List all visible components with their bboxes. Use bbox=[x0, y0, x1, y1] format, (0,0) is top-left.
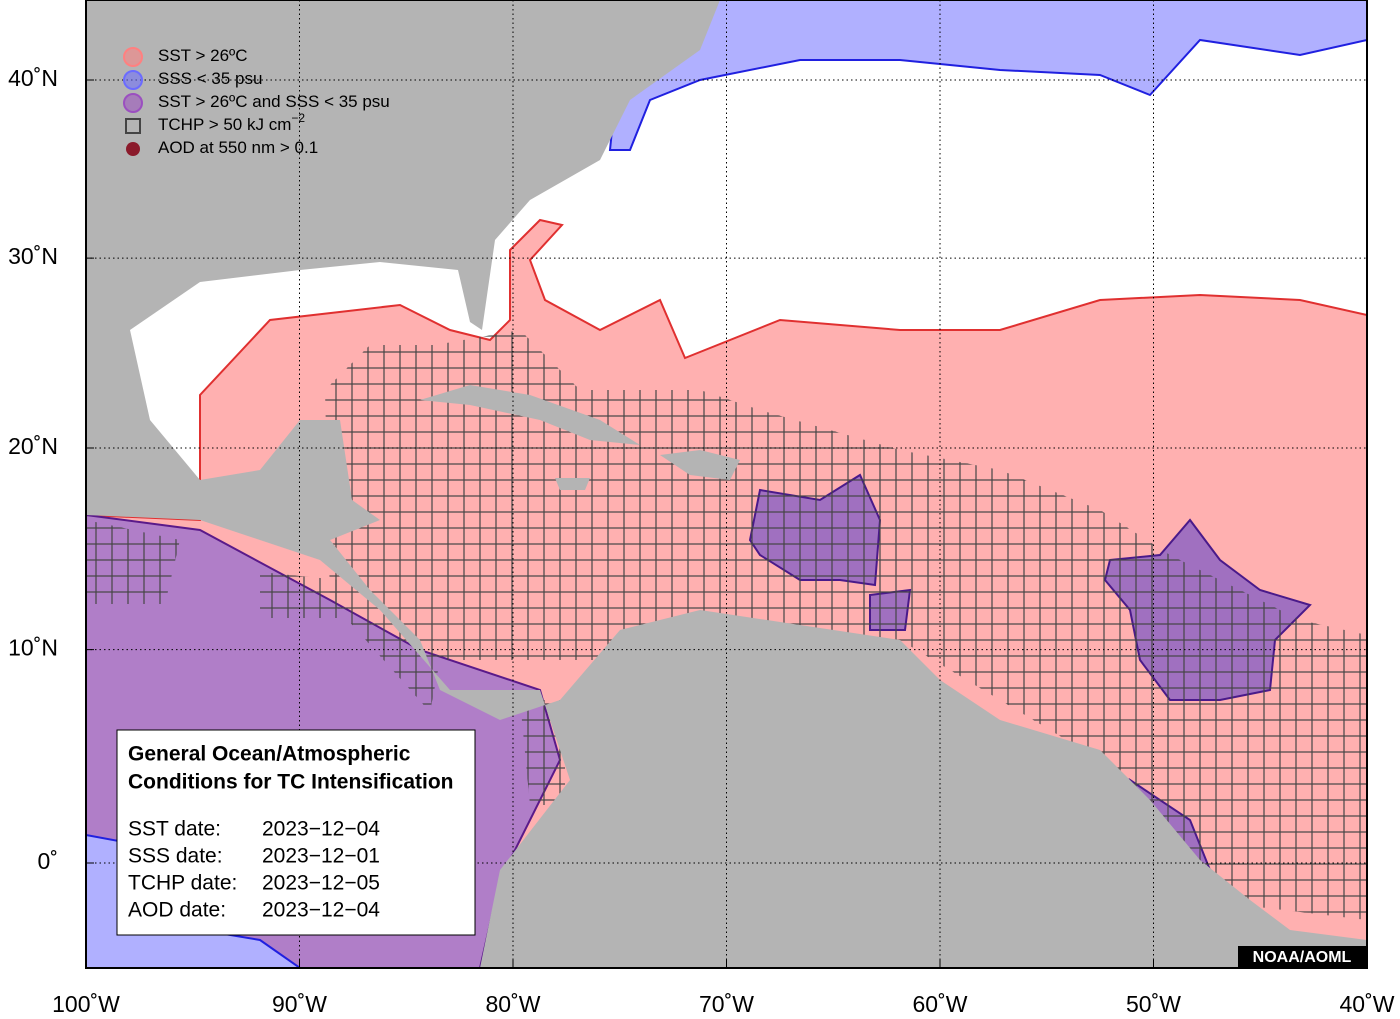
legend-symbol bbox=[126, 142, 140, 156]
legend-label: AOD at 550 nm > 0.1 bbox=[158, 138, 318, 157]
axis-ticks: 100˚W 90˚W 80˚W 70˚W 60˚W 50˚W 40˚W 0˚ 10˚N 20˚N 3… bbox=[8, 65, 1395, 1017]
x-tick-label: 50˚W bbox=[1126, 991, 1181, 1017]
sss-region bbox=[608, 0, 1367, 151]
island bbox=[420, 385, 640, 445]
info-box: General Ocean/Atmospheric Conditions for… bbox=[116, 729, 476, 936]
legend-text: SST > 26ºC and SSS < 35 psu bbox=[158, 92, 390, 111]
legend-symbol bbox=[123, 70, 143, 90]
info-title: Conditions for TC Intensification bbox=[128, 771, 453, 794]
legend-superscript: −2 bbox=[291, 111, 305, 125]
y-tick-label: 30˚N bbox=[8, 243, 58, 269]
x-tick-label: 80˚W bbox=[486, 991, 541, 1017]
island bbox=[555, 478, 590, 490]
legend-label: TCHP > 50 kJ cm−2 bbox=[158, 111, 305, 134]
date-value: 2023−12−05 bbox=[262, 872, 380, 895]
legend-text: TCHP > 50 kJ cm bbox=[158, 115, 291, 134]
legend-symbol bbox=[125, 118, 141, 134]
x-tick-label: 70˚W bbox=[699, 991, 754, 1017]
y-tick-label: 40˚N bbox=[8, 65, 58, 91]
legend-text: SST > 26ºC bbox=[158, 46, 248, 65]
date-label: SSS date: bbox=[128, 845, 223, 868]
legend: SST > 26ºC SSS < 35 psu SST > 26ºC and SSS… bbox=[123, 46, 390, 157]
legend-label: SST > 26ºC and SSS < 35 psu bbox=[158, 92, 390, 111]
x-tick-label: 90˚W bbox=[272, 991, 327, 1017]
legend-symbol bbox=[123, 93, 143, 113]
y-tick-label: 20˚N bbox=[8, 433, 58, 459]
tchp-region bbox=[86, 520, 565, 805]
tchp-region bbox=[325, 330, 1367, 920]
legend-symbol bbox=[123, 47, 143, 67]
y-tick-label: 0˚ bbox=[38, 848, 58, 874]
x-tick-label: 40˚W bbox=[1340, 991, 1395, 1017]
credit-box bbox=[1238, 946, 1367, 968]
legend-text: AOD at 550 nm > 0.1 bbox=[158, 138, 318, 157]
date-label: TCHP date: bbox=[128, 872, 237, 895]
date-label: SST date: bbox=[128, 818, 221, 841]
info-box-bg bbox=[116, 729, 476, 936]
land bbox=[86, 0, 1367, 968]
island bbox=[660, 450, 740, 480]
x-tick-label: 60˚W bbox=[913, 991, 968, 1017]
legend-label: SST > 26ºC bbox=[158, 46, 248, 65]
date-label: AOD date: bbox=[128, 899, 226, 922]
legend-text: SSS < 35 psu bbox=[158, 69, 262, 88]
date-value: 2023−12−04 bbox=[262, 899, 380, 922]
x-tick-label: 100˚W bbox=[52, 991, 120, 1017]
legend-label: SSS < 35 psu bbox=[158, 69, 262, 88]
date-value: 2023−12−01 bbox=[262, 845, 380, 868]
y-tick-label: 10˚N bbox=[8, 635, 58, 661]
info-title: General Ocean/Atmospheric bbox=[128, 743, 411, 766]
date-value: 2023−12−04 bbox=[262, 818, 380, 841]
credit: NOAA/AOML bbox=[1253, 949, 1352, 966]
